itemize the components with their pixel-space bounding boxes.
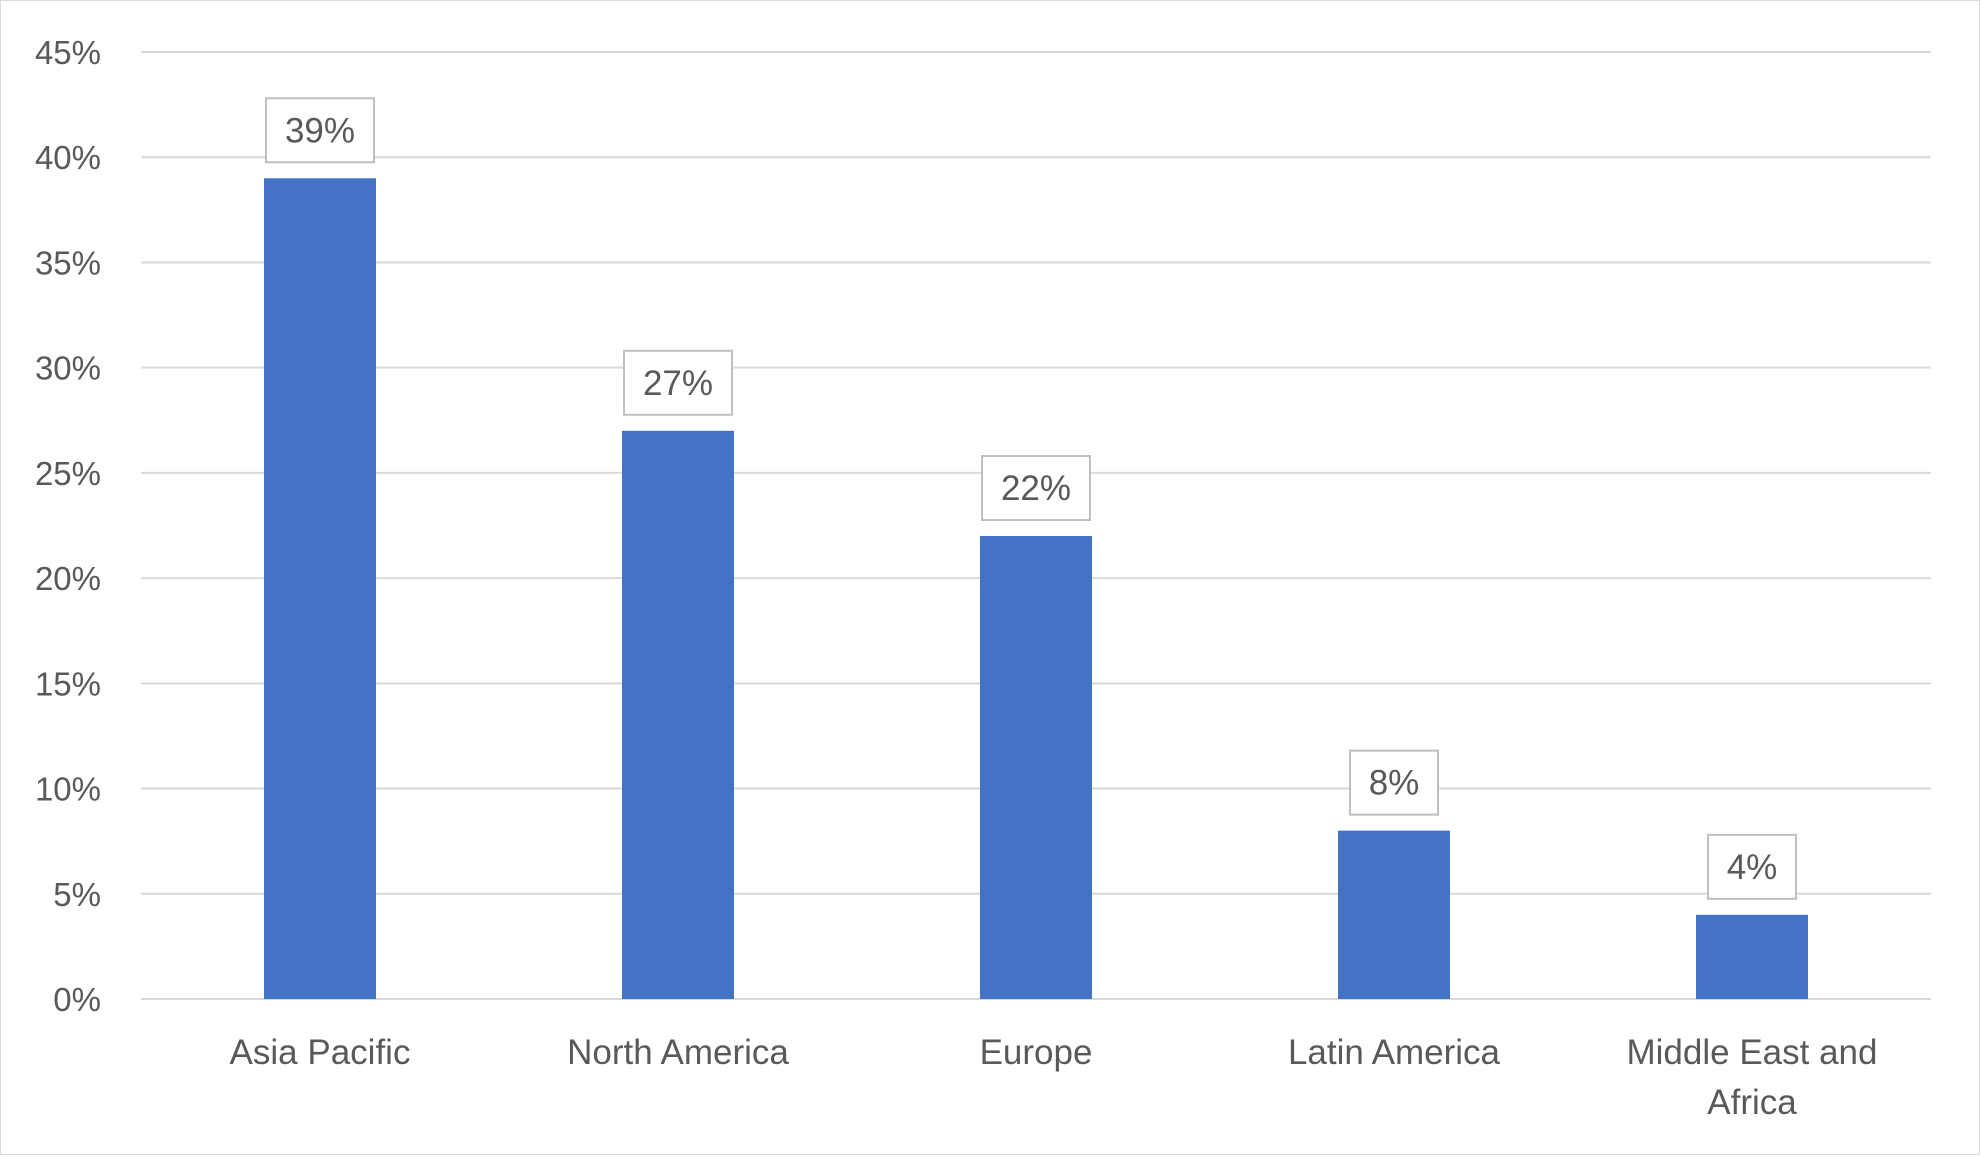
y-tick-label: 5% [53, 876, 101, 913]
x-category-label: Middle East and [1627, 1033, 1878, 1072]
y-tick-label: 40% [35, 139, 101, 176]
y-tick-label: 35% [35, 244, 101, 281]
data-label: 8% [1349, 749, 1439, 816]
data-label-box [623, 349, 733, 416]
x-category-label: Asia Pacific [230, 1033, 411, 1072]
data-label-box [1707, 833, 1797, 900]
data-label: 27% [623, 349, 733, 416]
data-labels: 39% 27% 22% 8% 4% [265, 97, 1797, 900]
y-tick-label: 15% [35, 665, 101, 702]
bar [1696, 914, 1808, 999]
data-label-text: 22% [1001, 469, 1071, 508]
bar [622, 430, 734, 999]
x-axis-category-labels: Asia Pacific North America Europe Latin Ame… [230, 1033, 1878, 1122]
data-label-box [265, 97, 375, 164]
x-category-label: Africa [1707, 1083, 1797, 1122]
data-label-text: 8% [1369, 764, 1420, 803]
y-tick-label: 20% [35, 560, 101, 597]
data-label-text: 4% [1727, 848, 1778, 887]
y-tick-label: 25% [35, 455, 101, 492]
data-label: 22% [981, 455, 1091, 522]
data-label: 4% [1707, 833, 1797, 900]
bars [264, 178, 1808, 999]
data-label-text: 27% [643, 364, 713, 403]
bar [264, 178, 376, 999]
data-label-box [981, 455, 1091, 522]
y-tick-label: 45% [35, 34, 101, 71]
bar [980, 536, 1092, 999]
y-tick-label: 30% [35, 350, 101, 387]
data-label: 39% [265, 97, 375, 164]
data-label-box [1349, 749, 1439, 816]
x-category-label: Latin America [1288, 1033, 1501, 1072]
y-tick-label: 10% [35, 771, 101, 808]
y-axis-tick-labels: 0% 5% 10% 15% 20% 25% 30% 35% 40% 45% [35, 34, 101, 1018]
bar [1338, 830, 1450, 999]
x-category-label: North America [567, 1033, 789, 1072]
y-tick-label: 0% [53, 981, 101, 1018]
x-category-label: Europe [980, 1033, 1093, 1072]
data-label-text: 39% [285, 111, 355, 150]
